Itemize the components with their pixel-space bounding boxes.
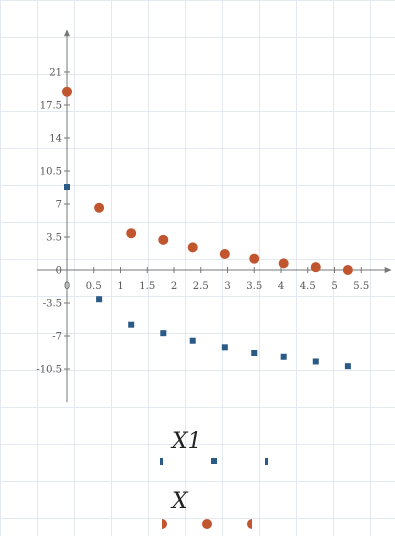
point-x bbox=[158, 234, 169, 245]
point-x1 bbox=[251, 349, 258, 356]
point-x1 bbox=[344, 363, 351, 370]
x-tick-label: 4 bbox=[278, 281, 284, 292]
legend-label-x1: X1 bbox=[170, 429, 202, 454]
point-x bbox=[62, 86, 72, 97]
data-marks bbox=[62, 86, 353, 370]
point-x1 bbox=[128, 321, 135, 328]
point-x1 bbox=[189, 337, 196, 344]
point-x1 bbox=[312, 358, 319, 365]
point-x bbox=[187, 242, 198, 253]
y-tick-label: 0 bbox=[56, 266, 62, 277]
x-tick-label: 5.5 bbox=[353, 281, 369, 292]
x-tick-label: 0.5 bbox=[86, 281, 102, 292]
legend-swatch-x1-left bbox=[160, 458, 163, 465]
legend-swatch-x1-center bbox=[211, 458, 217, 464]
y-tick-label: -7 bbox=[52, 332, 62, 343]
x-tick-label: 5 bbox=[331, 281, 337, 292]
y-tick-label: 21 bbox=[49, 67, 62, 78]
point-x bbox=[219, 248, 230, 259]
axes bbox=[37, 29, 392, 403]
legend-swatch-x-right bbox=[247, 519, 252, 529]
y-tick-label: -10.5 bbox=[36, 365, 62, 376]
point-x bbox=[94, 202, 105, 213]
point-x bbox=[249, 253, 260, 264]
x-tick-label: 4.5 bbox=[300, 281, 316, 292]
point-x1 bbox=[221, 344, 228, 351]
point-x bbox=[342, 265, 353, 275]
point-x1 bbox=[64, 184, 70, 191]
y-tick-label: 7 bbox=[56, 199, 62, 210]
legend-label-x: X bbox=[170, 489, 189, 514]
legend-swatch-x-center bbox=[202, 519, 212, 529]
point-x bbox=[278, 258, 289, 269]
x-tick-label: 2.5 bbox=[193, 281, 209, 292]
y-tick-label: 10.5 bbox=[40, 166, 62, 177]
x-tick-label: 3 bbox=[224, 281, 230, 292]
x-tick-label: 2 bbox=[171, 281, 177, 292]
x-axis-arrow bbox=[384, 267, 392, 273]
point-x1 bbox=[280, 353, 287, 360]
x-tick-label: 1.5 bbox=[139, 281, 155, 292]
point-x bbox=[310, 262, 321, 273]
y-tick-label: 14 bbox=[49, 133, 62, 144]
y-axis-arrow bbox=[64, 29, 70, 37]
x-tick-label: 3.5 bbox=[246, 281, 262, 292]
point-x bbox=[126, 228, 137, 239]
legend: X1 X bbox=[160, 429, 268, 529]
point-x1 bbox=[96, 296, 103, 303]
legend-swatch-x-left bbox=[162, 519, 167, 529]
legend-swatch-x1-right bbox=[265, 458, 268, 465]
y-tick-label: 3.5 bbox=[46, 232, 62, 243]
point-x1 bbox=[160, 330, 167, 337]
x-tick-label: 1 bbox=[117, 281, 123, 292]
x-tick-label: 0 bbox=[64, 281, 70, 292]
y-tick-label: -3.5 bbox=[43, 299, 62, 310]
y-tick-label: 17.5 bbox=[40, 100, 62, 111]
